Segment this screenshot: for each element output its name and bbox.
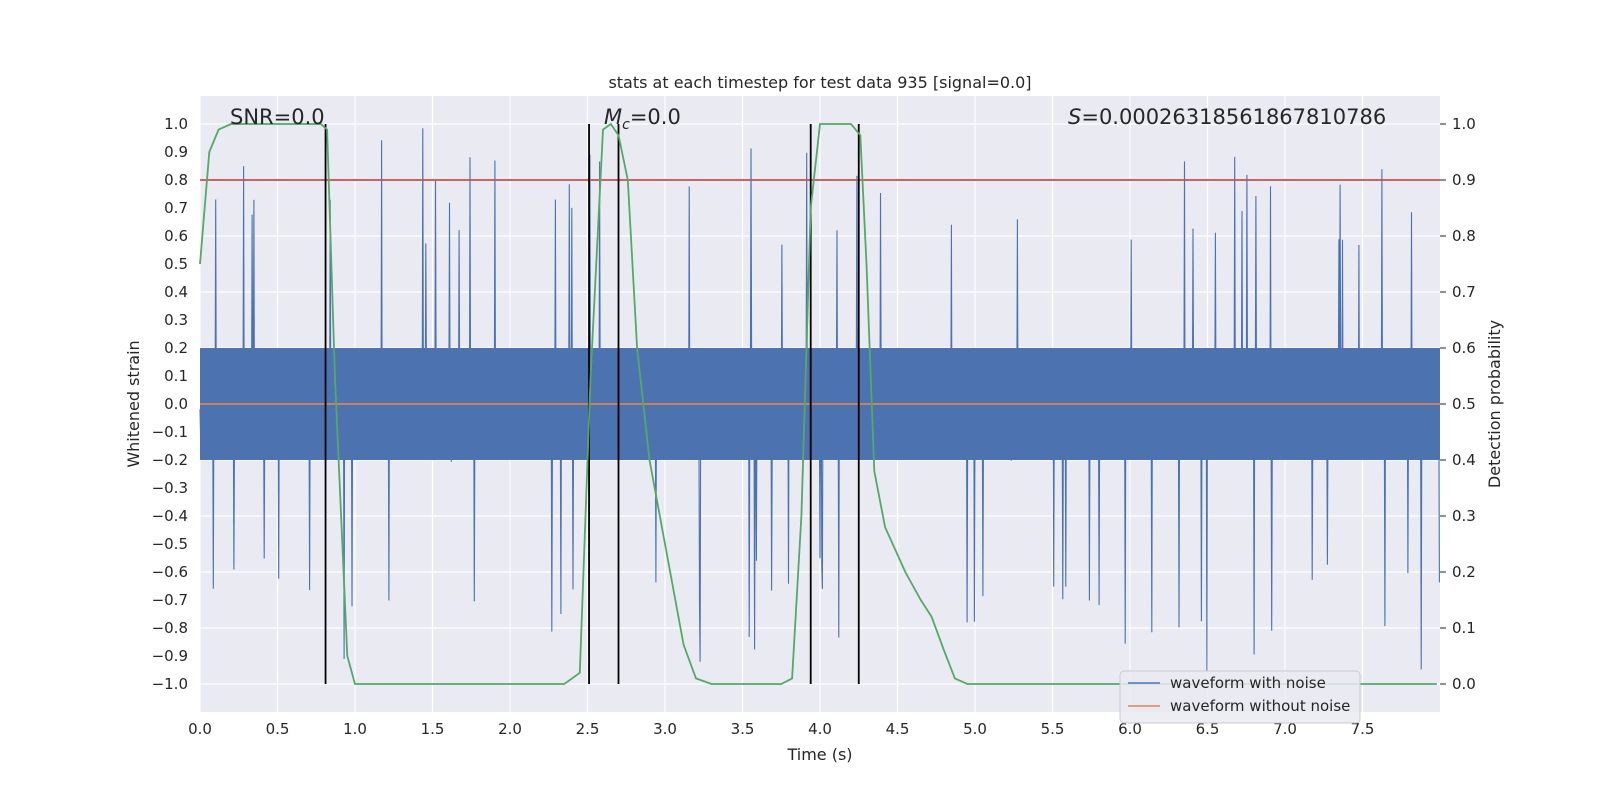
y2-tick-label: 0.0 [1452,675,1476,693]
y-tick-label: −0.9 [152,647,188,665]
y-tick-label: 0.1 [164,367,188,385]
legend-box [1119,670,1361,724]
y-tick-label: −0.8 [152,619,188,637]
y-axis-ticks: −1.0 −0.9 −0.8 −0.7 −0.6 −0.5 −0.4 −0.3 −0.2 −0.1… [152,115,188,693]
x-tick-label: 2.5 [576,720,600,738]
chirp-mass-symbol: M [604,105,622,129]
y2-tick-label: 0.2 [1452,563,1476,581]
y-tick-label: −0.5 [152,535,188,553]
right-y-axis-ticks: 0.0 0.1 0.2 0.3 0.4 0.5 0.6 0.7 0.8 0.9 1.0 [1440,115,1476,693]
x-axis-label: Time (s) [786,745,852,764]
x-tick-label: 4.0 [808,720,832,738]
legend: waveform with noise waveform without noi… [1119,670,1361,724]
y2-tick-label: 0.8 [1452,227,1476,245]
y-tick-label: −0.2 [152,451,188,469]
y-tick-label: 0.7 [164,199,188,217]
y-tick-label: 0.6 [164,227,188,245]
y-tick-label: 0.0 [164,395,188,413]
chirp-mass-subscript: c [622,117,630,133]
legend-label-noise: waveform with noise [1170,674,1326,692]
x-tick-label: 0.5 [266,720,290,738]
x-tick-label: 3.5 [731,720,755,738]
x-tick-label: 5.5 [1041,720,1065,738]
x-tick-label: 3.0 [653,720,677,738]
y2-tick-label: 0.9 [1452,171,1476,189]
y2-tick-label: 0.3 [1452,507,1476,525]
y-tick-label: 0.9 [164,143,188,161]
y2-tick-label: 0.7 [1452,283,1476,301]
y-tick-label: 0.3 [164,311,188,329]
x-axis-ticks: 0.0 0.5 1.0 1.5 2.0 2.5 3.0 3.5 4.0 4.5 5.0 5.5 6.0 6… [188,720,1374,738]
chart-title: stats at each timestep for test data 935… [608,73,1031,92]
y2-tick-label: 0.5 [1452,395,1476,413]
chirp-mass-annotation: Mc=0.0 [604,105,681,133]
y-tick-label: −0.3 [152,479,188,497]
snr-annotation: SNR=0.0 [230,105,325,129]
x-tick-label: 0.0 [188,720,212,738]
y2-tick-label: 0.1 [1452,619,1476,637]
s-annotation: S=0.00026318561867810786 [1068,105,1386,129]
y-tick-label: −0.4 [152,507,188,525]
y2-tick-label: 0.4 [1452,451,1476,469]
x-tick-label: 7.0 [1273,720,1297,738]
x-tick-label: 4.5 [886,720,910,738]
y-tick-label: 0.2 [164,339,188,357]
x-tick-label: 6.5 [1196,720,1220,738]
x-tick-label: 6.0 [1118,720,1142,738]
legend-label-clean: waveform without noise [1170,697,1350,715]
x-tick-label: 2.0 [498,720,522,738]
y-tick-label: −1.0 [152,675,188,693]
y2-tick-label: 0.6 [1452,339,1476,357]
y-tick-label: −0.6 [152,563,188,581]
chirp-mass-value: =0.0 [630,105,681,129]
x-tick-label: 5.0 [963,720,987,738]
y-axis-label: Whitened strain [124,340,143,467]
y-tick-label: 0.4 [164,283,188,301]
s-value: =0.00026318561867810786 [1081,105,1386,129]
y-tick-label: 0.5 [164,255,188,273]
s-symbol: S [1068,105,1081,129]
probability-line [199,122,1437,685]
y-tick-label: 0.8 [164,171,188,189]
y2-tick-label: 1.0 [1452,115,1476,133]
x-tick-label: 1.0 [343,720,367,738]
y-tick-label: 1.0 [164,115,188,133]
x-tick-label: 1.5 [421,720,445,738]
y-tick-label: −0.7 [152,591,188,609]
detection-probability-series [199,122,1437,685]
y-tick-label: −0.1 [152,423,188,441]
x-tick-label: 7.5 [1351,720,1375,738]
right-y-axis-label: Detection probability [1485,320,1504,488]
